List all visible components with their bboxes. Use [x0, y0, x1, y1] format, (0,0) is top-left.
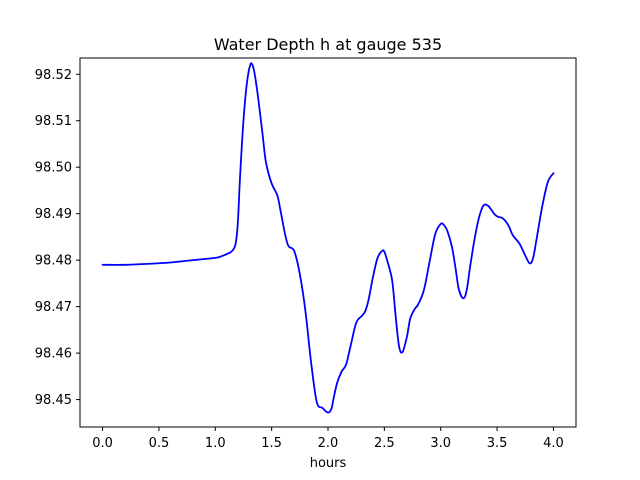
- x-tick-label: 0.5: [149, 436, 170, 451]
- x-tick-label: 4.0: [543, 436, 564, 451]
- x-tick-label: 0.0: [92, 436, 113, 451]
- y-tick-label: 98.50: [35, 161, 72, 176]
- x-axis-ticks: 0.0 0.5 1.0 1.5 2.0 2.5 3.0 3.5 4.0: [92, 427, 564, 451]
- x-tick-label: 1.0: [205, 436, 226, 451]
- series-line: [101, 62, 555, 414]
- y-tick-label: 98.48: [35, 254, 72, 269]
- y-tick-label: 98.45: [35, 393, 72, 408]
- x-tick-label: 2.5: [374, 436, 395, 451]
- x-tick-label: 2.0: [318, 436, 339, 451]
- y-tick-label: 98.46: [35, 347, 72, 362]
- x-axis-label: hours: [310, 456, 347, 471]
- y-tick-label: 98.49: [35, 207, 72, 222]
- y-axis-ticks: 98.45 98.46 98.47 98.48 98.49 98.50 98.51 98.52: [35, 68, 80, 408]
- x-tick-label: 3.0: [430, 436, 451, 451]
- x-tick-label: 1.5: [261, 436, 282, 451]
- y-tick-label: 98.52: [35, 68, 72, 83]
- chart-title: Water Depth h at gauge 535: [214, 35, 442, 54]
- y-tick-label: 98.51: [35, 114, 72, 129]
- plot-frame: [79, 57, 577, 428]
- x-tick-label: 3.5: [487, 436, 508, 451]
- y-tick-label: 98.47: [35, 300, 72, 315]
